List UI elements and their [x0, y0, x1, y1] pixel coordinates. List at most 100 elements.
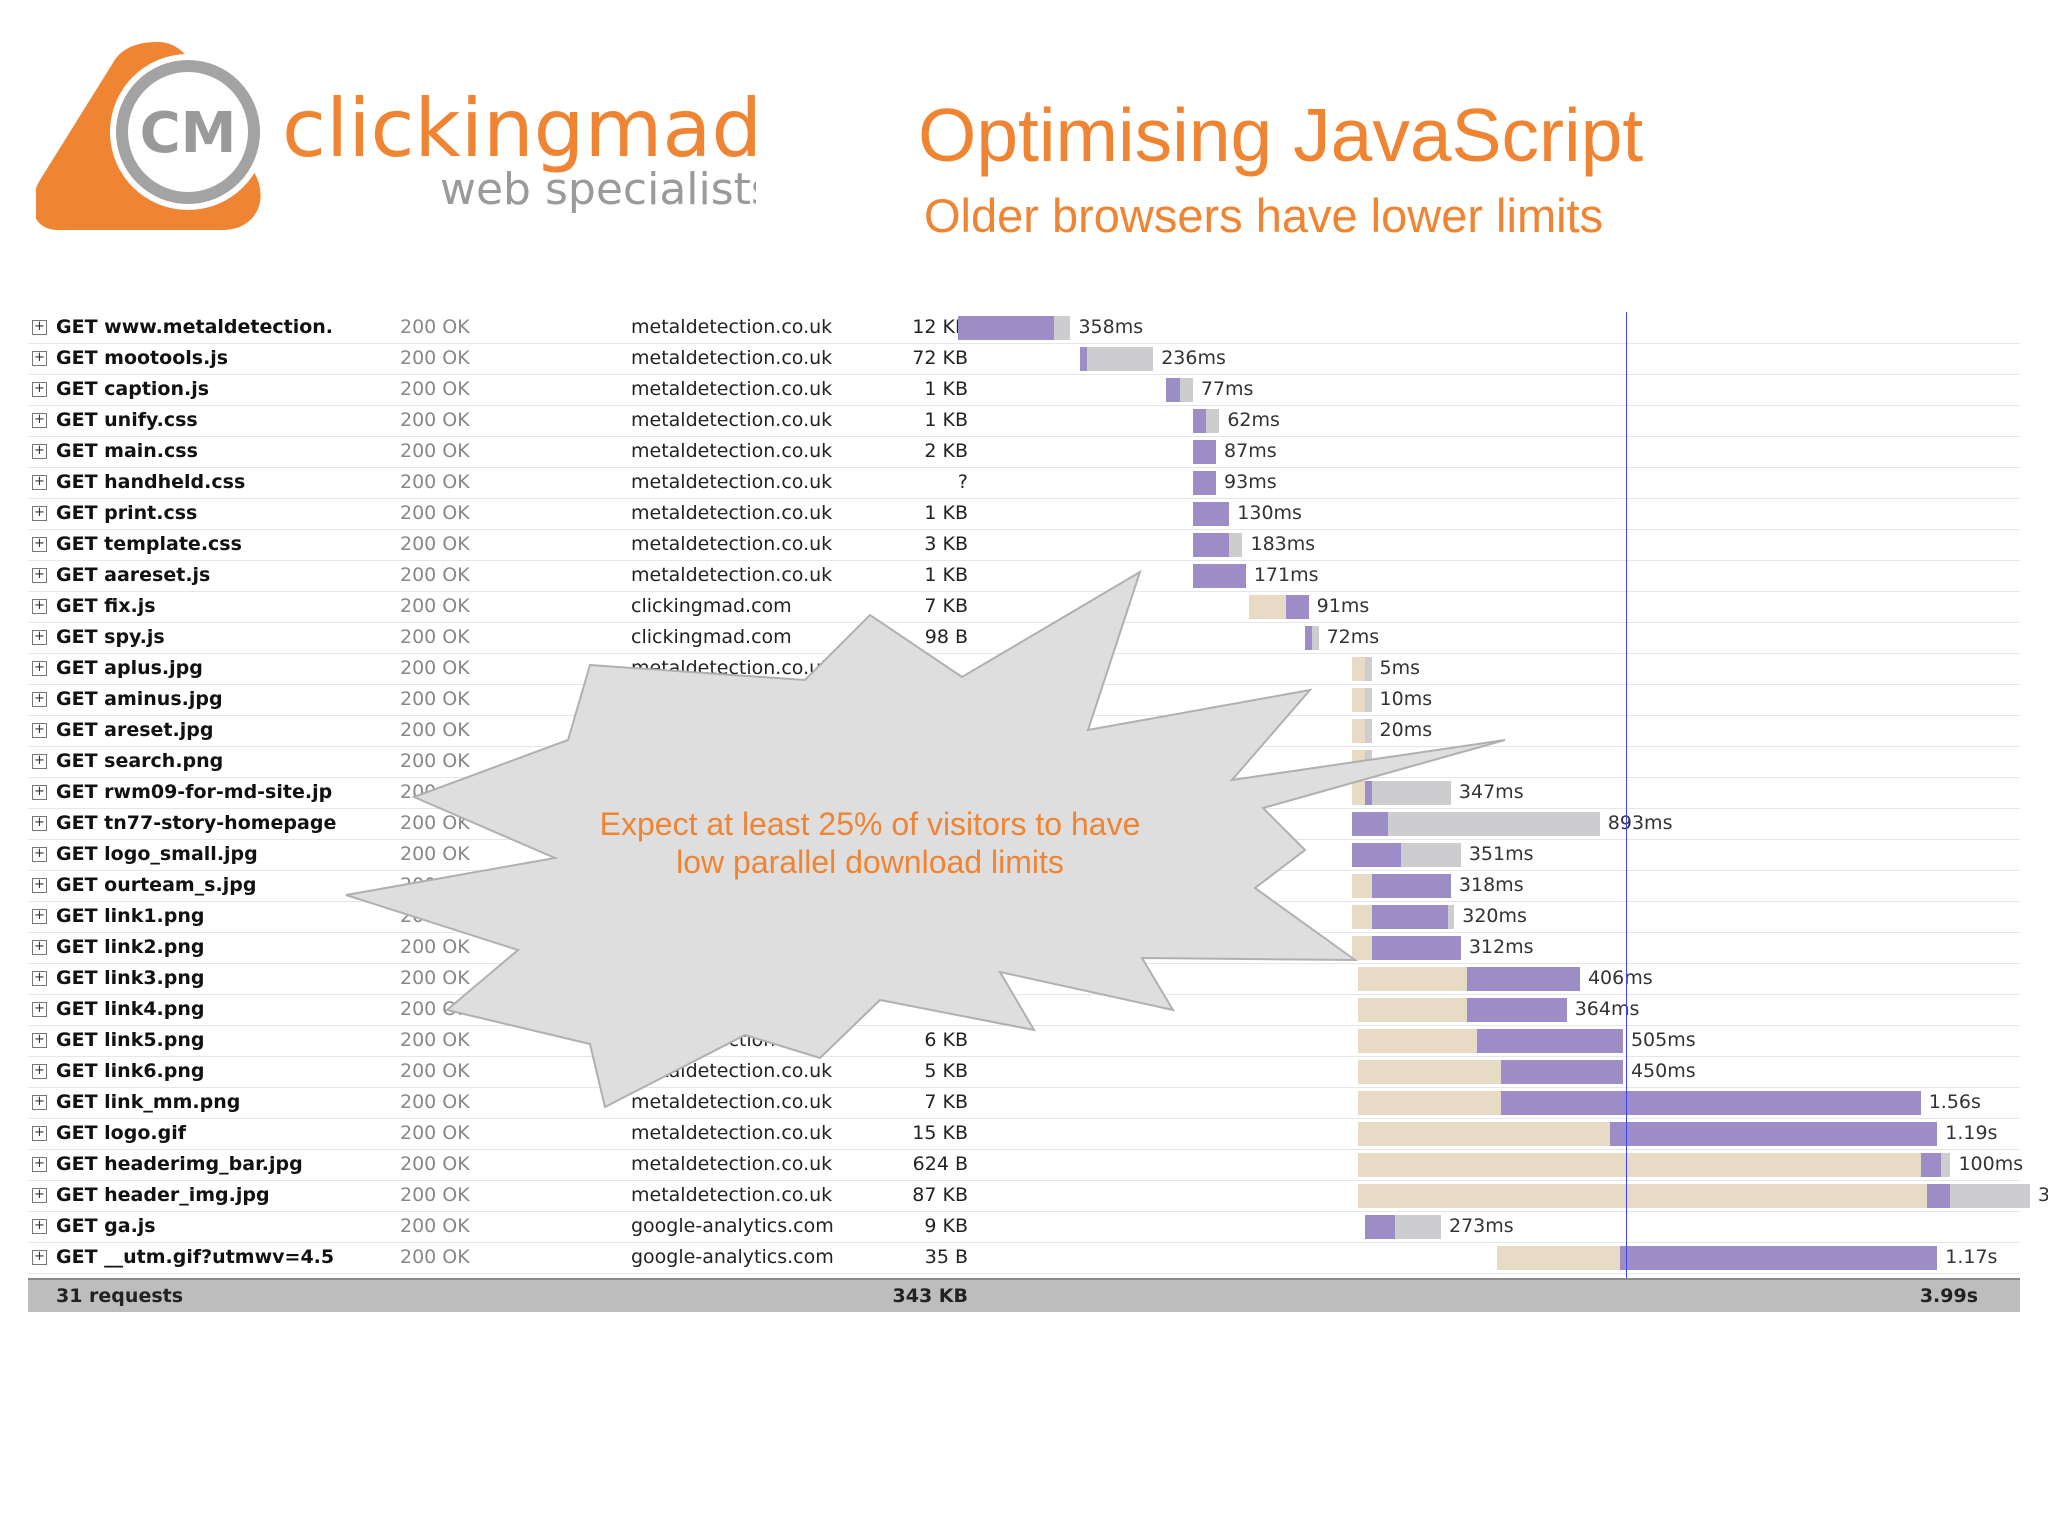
timing-bar-receiving — [1192, 533, 1230, 557]
request-domain: metaldetection.co.uk — [631, 347, 833, 369]
request-row[interactable]: + GET search.png 200 OK — [28, 746, 2020, 778]
expand-toggle-icon[interactable]: + — [32, 847, 47, 862]
expand-toggle-icon[interactable]: + — [32, 568, 47, 583]
expand-toggle-icon[interactable]: + — [32, 971, 47, 986]
request-row[interactable]: + GET aareset.js 200 OK metaldetection.co.u… — [28, 560, 2020, 592]
expand-toggle-icon[interactable]: + — [32, 382, 47, 397]
expand-toggle-icon[interactable]: + — [32, 940, 47, 955]
timing-bar-receiving — [1364, 781, 1372, 805]
request-status: 200 OK — [400, 1153, 470, 1175]
request-size — [868, 684, 968, 715]
expand-toggle-icon[interactable]: + — [32, 754, 47, 769]
request-url: GET main.css — [56, 440, 198, 462]
request-row[interactable]: + GET tn77-story-homepage 200 OK 893ms — [28, 808, 2020, 840]
expand-toggle-icon[interactable]: + — [32, 413, 47, 428]
request-status: 200 OK — [400, 1184, 470, 1206]
expand-toggle-icon[interactable]: + — [32, 537, 47, 552]
request-row[interactable]: + GET __utm.gif?utmwv=4.5 200 OK google-ana… — [28, 1242, 2020, 1274]
expand-toggle-icon[interactable]: + — [32, 723, 47, 738]
expand-toggle-icon[interactable]: + — [32, 785, 47, 800]
expand-toggle-icon[interactable]: + — [32, 692, 47, 707]
request-row[interactable]: + GET logo_small.jpg 200 OK 351ms — [28, 839, 2020, 871]
request-domain — [631, 777, 891, 808]
request-status: 200 OK — [400, 1215, 470, 1237]
request-row[interactable]: + GET link1.png 200 OK 320ms — [28, 901, 2020, 933]
expand-toggle-icon[interactable]: + — [32, 351, 47, 366]
timing-bar-receiving — [1477, 1029, 1623, 1053]
request-row[interactable]: + GET headerimg_bar.jpg 200 OK metaldetecti… — [28, 1149, 2023, 1181]
request-domain: metaldetection.co.uk — [631, 502, 833, 524]
request-domain: metaldetection.co.uk — [631, 471, 833, 493]
request-row[interactable]: + GET unify.css 200 OK metaldetection.co.uk… — [28, 405, 2020, 437]
request-row[interactable]: + GET aminus.jpg 200 OK metaldetection.co.u… — [28, 684, 2020, 716]
expand-toggle-icon[interactable]: + — [32, 1033, 47, 1048]
request-row[interactable]: + GET caption.js 200 OK metaldetection.co.u… — [28, 374, 2020, 406]
request-duration: 91ms — [1316, 595, 1370, 617]
timing-bar-waiting — [1351, 719, 1365, 743]
request-status: 200 OK — [400, 657, 470, 679]
request-row[interactable]: + GET rwm09-for-md-site.jp 200 OK 347ms — [28, 777, 2020, 809]
request-row[interactable]: + GET fix.js 200 OK clickingmad.com 7 KB 91ms — [28, 591, 2020, 623]
request-row[interactable]: + GET mootools.js 200 OK metaldetection.co.… — [28, 343, 2020, 375]
request-row[interactable]: + GET areset.jpg 200 OK 20ms — [28, 715, 2020, 747]
expand-toggle-icon[interactable]: + — [32, 1188, 47, 1203]
request-row[interactable]: + GET handheld.css 200 OK metaldetection.co… — [28, 467, 2020, 499]
expand-toggle-icon[interactable]: + — [32, 1157, 47, 1172]
expand-toggle-icon[interactable]: + — [32, 599, 47, 614]
expand-toggle-icon[interactable]: + — [32, 630, 47, 645]
expand-toggle-icon[interactable]: + — [32, 506, 47, 521]
timing-bar-receiving — [1351, 812, 1389, 836]
request-url: GET aareset.js — [56, 564, 211, 586]
request-status: 200 OK — [400, 812, 470, 834]
request-row[interactable]: + GET www.metaldetection. 200 OK metaldetec… — [28, 312, 2020, 344]
request-row[interactable]: + GET link3.png 200 OK 406ms — [28, 963, 2020, 995]
request-duration: 367ms — [2037, 1184, 2048, 1206]
request-row[interactable]: + GET ourteam_s.jpg 200 OK 318ms — [28, 870, 2020, 902]
request-url: GET link2.png — [56, 936, 205, 958]
expand-toggle-icon[interactable]: + — [32, 1002, 47, 1017]
request-row[interactable]: + GET link6.png 200 OK metaldetection.co.uk… — [28, 1056, 2020, 1088]
request-url: GET link3.png — [56, 967, 205, 989]
expand-toggle-icon[interactable]: + — [32, 1219, 47, 1234]
timing-bar-receiving — [1467, 998, 1567, 1022]
request-status: 200 OK — [400, 595, 470, 617]
expand-toggle-icon[interactable]: + — [32, 878, 47, 893]
timing-bar-receiving — [1467, 967, 1580, 991]
timing-bar-waiting — [1249, 595, 1286, 619]
expand-toggle-icon[interactable]: + — [32, 1250, 47, 1265]
request-status: 200 OK — [400, 1029, 470, 1051]
timing-bar-idle — [1371, 781, 1451, 805]
request-row[interactable]: + GET link2.png 200 OK 312ms — [28, 932, 2020, 964]
request-domain: metaldetection.co.uk — [631, 1060, 833, 1082]
request-status: 200 OK — [400, 719, 470, 741]
request-row[interactable]: + GET main.css 200 OK metaldetection.co.uk 2… — [28, 436, 2020, 468]
request-row[interactable]: + GET print.css 200 OK metaldetection.co.uk… — [28, 498, 2020, 530]
expand-toggle-icon[interactable]: + — [32, 661, 47, 676]
expand-toggle-icon[interactable]: + — [32, 444, 47, 459]
timing-bar-waiting — [1358, 1122, 1610, 1146]
timing-bar-receiving — [1192, 502, 1230, 526]
request-status: 200 OK — [400, 316, 470, 338]
request-domain: metaldetection.co.uk — [631, 1153, 833, 1175]
request-status: 200 OK — [400, 1122, 470, 1144]
expand-toggle-icon[interactable]: + — [32, 1064, 47, 1079]
expand-toggle-icon[interactable]: + — [32, 909, 47, 924]
expand-toggle-icon[interactable]: + — [32, 1126, 47, 1141]
request-row[interactable]: + GET header_img.jpg 200 OK metaldetection.… — [28, 1180, 2048, 1212]
expand-toggle-icon[interactable]: + — [32, 1095, 47, 1110]
request-row[interactable]: + GET link4.png 200 OK 364ms — [28, 994, 2020, 1026]
request-row[interactable]: + GET spy.js 200 OK clickingmad.com 98 B 72ms — [28, 622, 2020, 654]
request-row[interactable]: + GET template.css 200 OK metaldetection.co… — [28, 529, 2020, 561]
request-row[interactable]: + GET logo.gif 200 OK metaldetection.co.uk 1… — [28, 1118, 2020, 1150]
expand-toggle-icon[interactable]: + — [32, 320, 47, 335]
request-row[interactable]: + GET ga.js 200 OK google-analytics.com 9 KB… — [28, 1211, 2020, 1243]
expand-toggle-icon[interactable]: + — [32, 816, 47, 831]
request-domain: metaldetection.co.uk — [631, 1122, 833, 1144]
request-row[interactable]: + GET link5.png 200 OK metaldetection.co.uk… — [28, 1025, 2020, 1057]
timing-bar-receiving — [1371, 936, 1461, 960]
expand-toggle-icon[interactable]: + — [32, 475, 47, 490]
request-size — [868, 994, 968, 1025]
request-row[interactable]: + GET link_mm.png 200 OK metaldetection.co.… — [28, 1087, 2020, 1119]
request-row[interactable]: + GET aplus.jpg 200 OK metaldetection.co.uk… — [28, 653, 2020, 685]
timing-bar-waiting — [1351, 936, 1372, 960]
